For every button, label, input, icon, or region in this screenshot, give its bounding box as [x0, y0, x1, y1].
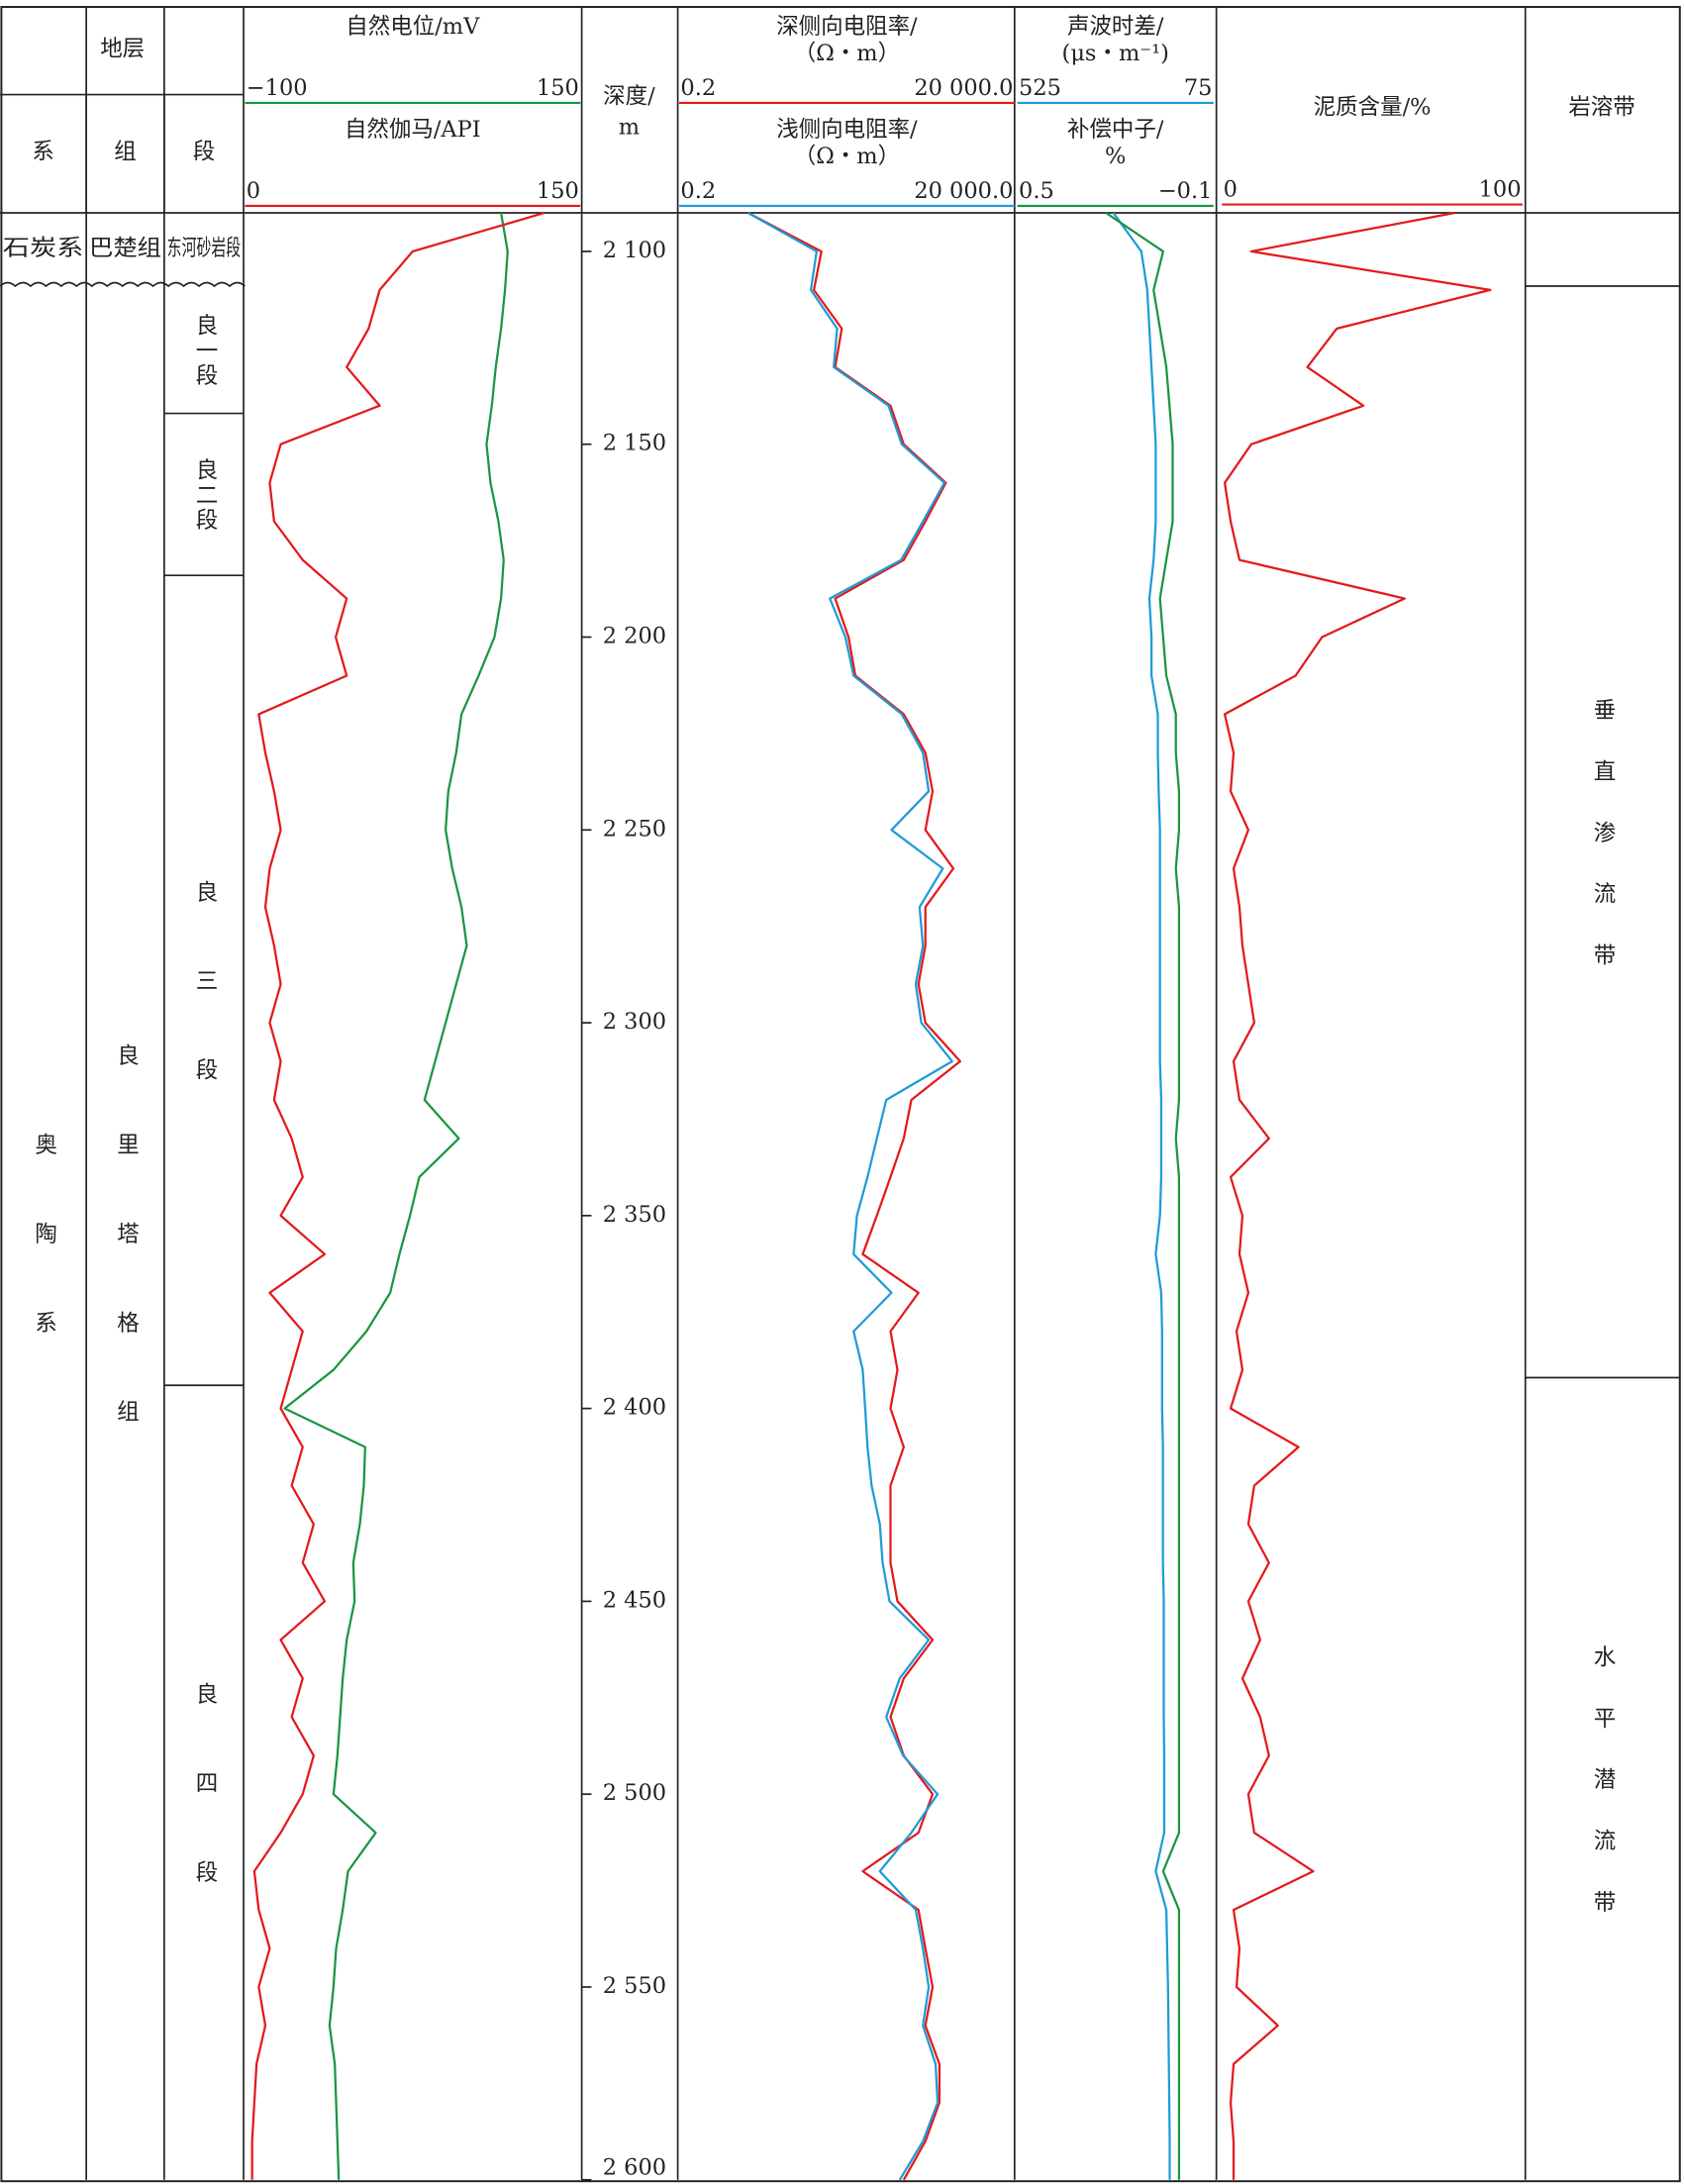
- depth-unit: m: [619, 114, 640, 140]
- unconformity: [0, 281, 246, 288]
- scale-min-label: 0: [1224, 177, 1238, 203]
- strata-column-title: 组: [114, 140, 136, 165]
- scale-max-label: 20 000.0: [914, 178, 1013, 204]
- karst-title: 岩溶带: [1568, 95, 1634, 121]
- strata-name: 良里塔格组: [114, 1043, 140, 1489]
- strata-name: 石炭系: [3, 236, 84, 261]
- depth-tick-label: 2 250: [603, 816, 666, 842]
- scale-max-label: 150: [537, 178, 579, 204]
- depth-tick-label: 2 550: [603, 1973, 666, 1999]
- strata-name: 巴楚组: [89, 236, 161, 261]
- strata-name: 奥陶系: [32, 1133, 57, 1400]
- strata-name: 良三段: [192, 880, 218, 1147]
- karst-name: 水平潜流带: [1590, 1645, 1616, 1951]
- scale-max-label: 20 000.0: [914, 75, 1013, 101]
- depth-title: 深度/: [603, 83, 655, 109]
- curve-name: 深侧向电阻率/: [776, 14, 918, 40]
- scale-max-label: 75: [1184, 75, 1213, 101]
- curve-name: 浅侧向电阻率/: [776, 117, 918, 143]
- curve-unit: %: [1105, 144, 1126, 169]
- log-curve: [250, 211, 545, 2180]
- depth-tick-label: 2 600: [603, 2155, 666, 2181]
- depth-tick-label: 2 300: [603, 1009, 666, 1035]
- depth-tick-label: 2 200: [603, 624, 666, 649]
- karst-name: 垂直渗流带: [1590, 698, 1616, 1004]
- log-curve: [746, 211, 961, 2181]
- scale-min-label: 0.2: [680, 178, 716, 204]
- curve-name: 声波时差/: [1067, 14, 1164, 40]
- depth-tick-label: 2 150: [603, 431, 666, 456]
- log-curve: [746, 211, 953, 2181]
- scale-min-label: −100: [247, 75, 308, 101]
- depth-tick-label: 2 100: [603, 238, 666, 263]
- curve-unit: （Ω・m）: [794, 41, 900, 66]
- strata-name: 良四段: [192, 1682, 218, 1949]
- scale-min-label: 0.2: [680, 75, 716, 101]
- depth-tick-label: 2 450: [603, 1587, 666, 1613]
- curve-unit: (μs・m⁻¹): [1062, 41, 1169, 66]
- depth-tick-label: 2 500: [603, 1780, 666, 1806]
- strata-column-title: 系: [32, 140, 53, 165]
- scale-max-label: 150: [537, 75, 579, 101]
- scale-min-label: 0: [247, 178, 260, 204]
- curve-unit: （Ω・m）: [794, 144, 900, 169]
- log-curve: [1112, 212, 1171, 2180]
- strata-column-title: 段: [193, 140, 215, 165]
- depth-tick-label: 2 350: [603, 1202, 666, 1228]
- frame: [0, 6, 1681, 2183]
- strata-name: 良一段: [192, 314, 218, 389]
- strata-title: 地层: [100, 37, 145, 62]
- curve-name: 自然伽马/API: [345, 117, 481, 143]
- scale-max-label: 100: [1479, 177, 1522, 203]
- scale-min-label: 0.5: [1019, 178, 1054, 204]
- log-curve: [1105, 212, 1181, 2180]
- depth-tick-label: 2 400: [603, 1395, 666, 1421]
- log-curve: [283, 212, 509, 2180]
- strata-name: 良二段: [192, 458, 218, 534]
- scale-min-label: 525: [1019, 75, 1061, 101]
- curve-name: 自然电位/mV: [346, 14, 480, 40]
- log-curve: [1223, 211, 1492, 2180]
- scale-max-label: −0.1: [1158, 178, 1213, 204]
- curve-name: 补偿中子/: [1067, 117, 1164, 143]
- curve-name: 泥质含量/%: [1314, 95, 1432, 121]
- strata-name: 东河砂岩段: [167, 236, 242, 261]
